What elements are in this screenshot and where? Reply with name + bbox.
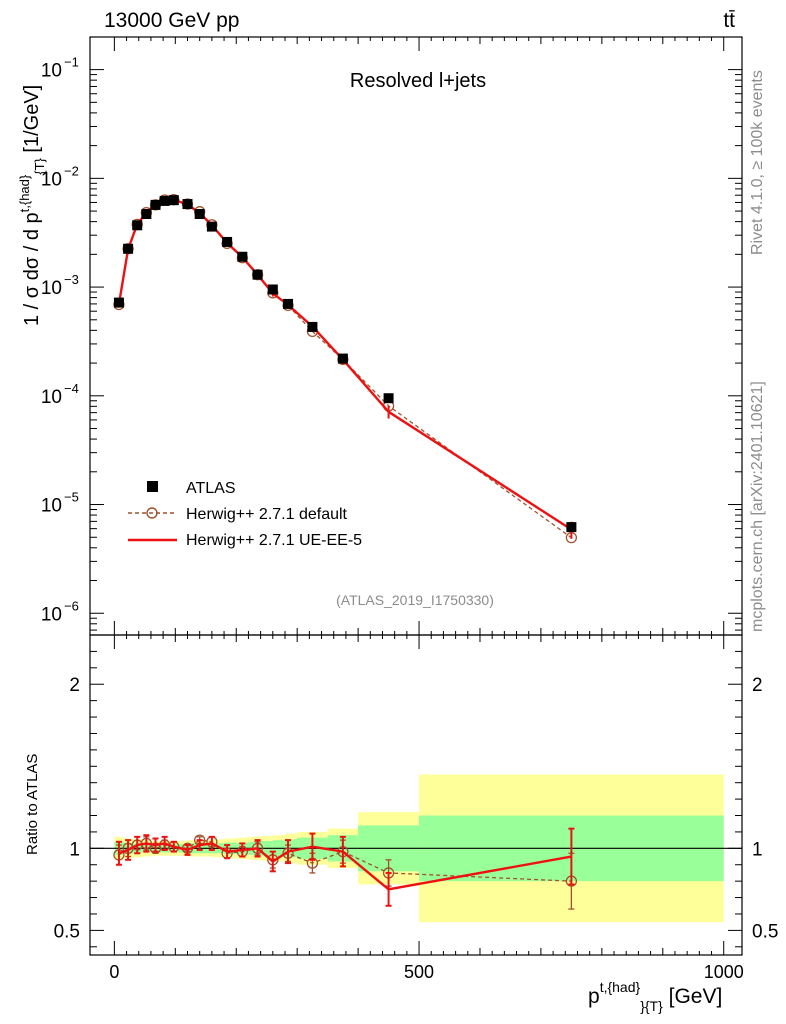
y-tick-label: 10: [41, 278, 62, 299]
x-tick-label: 1000: [704, 962, 744, 982]
atlas-data-point: [123, 243, 134, 254]
y-tick-exponent: −5: [64, 490, 79, 505]
atlas-data-point: [168, 195, 179, 206]
atlas-data-point: [182, 199, 193, 210]
ratio-plot-frame: [89, 634, 743, 956]
y-tick-label: 10: [41, 61, 62, 82]
energy-label: 13000 GeV pp: [104, 9, 239, 32]
atlas-data-point: [141, 208, 152, 219]
atlas-data-point: [566, 522, 577, 533]
atlas-data-point: [159, 195, 170, 206]
data-marks: [113, 194, 578, 910]
ratio-tick-label: 1: [69, 839, 80, 860]
x-tick-label: 0: [109, 962, 119, 982]
y-tick-label: 10: [41, 604, 62, 625]
atlas-data-point: [383, 393, 394, 404]
y-axis-main-label: 1 / σ dσ / d pt,{had}{T} [1/GeV]: [17, 85, 47, 326]
atlas-data-point: [194, 208, 205, 219]
atlas-data-point: [237, 251, 248, 262]
legend-default-marker: [146, 507, 158, 519]
y-tick-label: 10: [41, 496, 62, 517]
atlas-data-point: [337, 353, 348, 364]
y-axis-ratio-label: Ratio to ATLAS: [24, 754, 41, 855]
atlas-data-point: [267, 284, 278, 295]
legend-default-label: Herwig++ 2.7.1 default: [186, 506, 348, 523]
analysis-id-label: (ATLAS_2019_I1750330): [336, 592, 494, 608]
legend: ATLAS Herwig++ 2.7.1 default Herwig++ 2.…: [128, 480, 362, 549]
legend-atlas-marker: [147, 481, 158, 492]
y-tick-exponent: −2: [64, 163, 79, 178]
y-tick-exponent: −3: [64, 272, 79, 287]
atlas-data-point: [222, 236, 233, 247]
atlas-data-point: [113, 297, 124, 308]
atlas-data-point: [252, 269, 263, 280]
mcplots-label: mcplots.cern.ch [arXiv:2401.10621]: [749, 381, 766, 632]
y-tick-exponent: −6: [64, 598, 79, 613]
y-tick-exponent: −1: [64, 55, 79, 70]
y-tick-label: 10: [41, 387, 62, 408]
process-label: tt̄: [723, 9, 735, 32]
ratio-tick-label: 2: [69, 675, 80, 696]
atlas-data-point: [132, 220, 143, 231]
ratio-tick-label-right: 2: [752, 675, 763, 696]
ratio-tick-label: 0.5: [54, 921, 80, 942]
atlas-data-point: [307, 321, 318, 332]
legend-atlas-label: ATLAS: [186, 480, 236, 497]
atlas-data-point: [206, 221, 217, 232]
y-tick-exponent: −4: [64, 381, 79, 396]
chart-title: Resolved l+jets: [350, 70, 486, 92]
ratio-tick-label-right: 0.5: [752, 921, 778, 942]
svg-text:pt,{had}}{T} [GeV]: pt,{had}}{T} [GeV]: [588, 979, 722, 1014]
legend-ueee5-label: Herwig++ 2.7.1 UE-EE-5: [186, 532, 362, 549]
atlas-data-point: [150, 199, 161, 210]
rivet-version-label: Rivet 4.1.0, ≥ 100k events: [749, 70, 766, 255]
ratio-tick-label-right: 1: [752, 839, 763, 860]
atlas-data-point: [283, 298, 294, 309]
y-tick-label: 10: [41, 169, 62, 190]
x-tick-label: 500: [404, 962, 434, 982]
svg-text:1 / σ dσ / d pt,{had}{T} [1/Ge: 1 / σ dσ / d pt,{had}{T} [1/GeV]: [17, 85, 47, 326]
x-axis-label: pt,{had}}{T} [GeV]: [588, 979, 722, 1014]
